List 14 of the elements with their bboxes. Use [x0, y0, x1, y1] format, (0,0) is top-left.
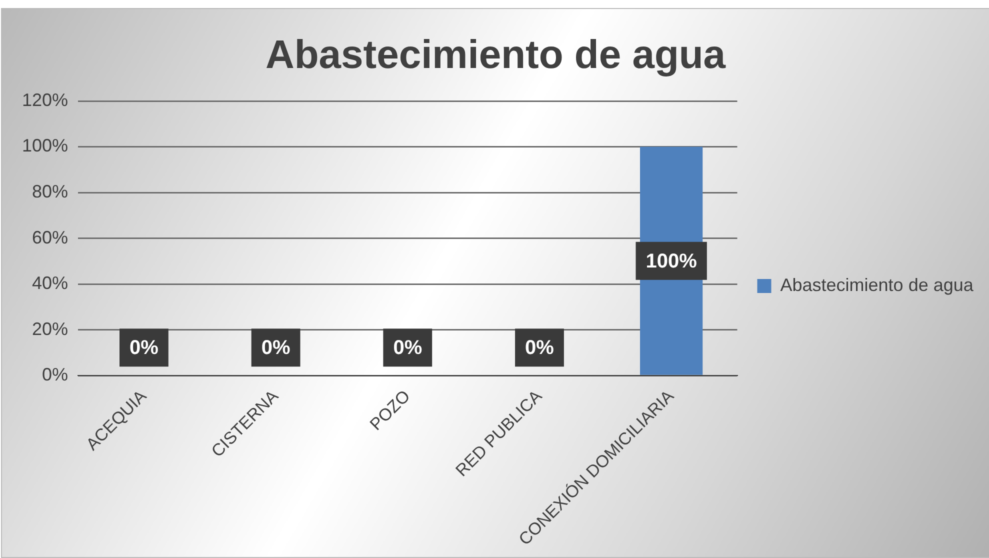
y-tick-label: 0% [42, 364, 68, 385]
data-label: 0% [393, 337, 422, 360]
data-label: 100% [646, 250, 698, 272]
y-tick-label: 40% [32, 273, 68, 294]
y-tick-label: 80% [32, 182, 68, 202]
y-tick-label: 120% [22, 90, 68, 110]
y-tick-label: 100% [22, 136, 68, 156]
y-tick-label: 20% [32, 318, 68, 339]
data-label: 0% [130, 337, 159, 360]
legend-label: Abastecimiento de agua [780, 274, 974, 295]
data-label: 0% [525, 337, 554, 360]
y-tick-label: 60% [32, 227, 68, 248]
data-label: 0% [261, 337, 290, 360]
chart-title: Abastecimiento de agua [265, 33, 726, 78]
